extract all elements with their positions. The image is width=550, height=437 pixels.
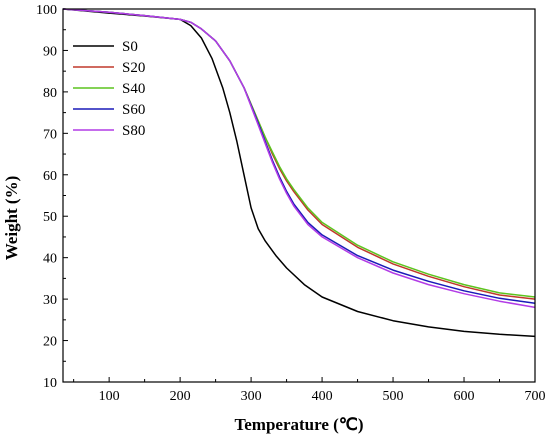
x-tick-label: 500: [383, 389, 404, 404]
tick-label-layer: 100 200 300 400 500 600 700 10 20 30 40 50 60 70 80 90 1…: [36, 3, 546, 404]
x-tick-label: 100: [99, 389, 120, 404]
x-tick-label: 400: [312, 389, 333, 404]
x-tick-label: 600: [454, 389, 475, 404]
series-line-s80: [62, 8, 536, 309]
legend-label-s20: S20: [122, 60, 145, 76]
y-tick-label: 70: [43, 127, 57, 142]
y-tick-label: 40: [43, 252, 57, 267]
x-tick-label: 700: [525, 389, 546, 404]
legend: S0 S20 S40 S60 S80: [73, 39, 145, 139]
y-tick-label: 100: [36, 3, 57, 18]
y-tick-label: 80: [43, 86, 57, 101]
legend-label-s40: S40: [122, 81, 145, 97]
x-axis-title: Temperature (℃): [234, 415, 363, 434]
legend-label-s60: S60: [122, 102, 145, 118]
legend-label-s0: S0: [122, 39, 138, 55]
x-tick-label: 300: [241, 389, 262, 404]
y-tick-label: 10: [43, 376, 57, 391]
y-tick-label: 60: [43, 169, 57, 184]
series-layer: [62, 8, 536, 338]
x-tick-label: 200: [170, 389, 191, 404]
y-axis-title: Weight (%): [2, 176, 21, 261]
y-tick-label: 50: [43, 210, 57, 225]
legend-label-s80: S80: [122, 123, 145, 139]
y-tick-label: 20: [43, 335, 57, 350]
y-tick-label: 30: [43, 293, 57, 308]
y-tick-label: 90: [43, 44, 57, 59]
series-line-s0: [62, 8, 536, 338]
